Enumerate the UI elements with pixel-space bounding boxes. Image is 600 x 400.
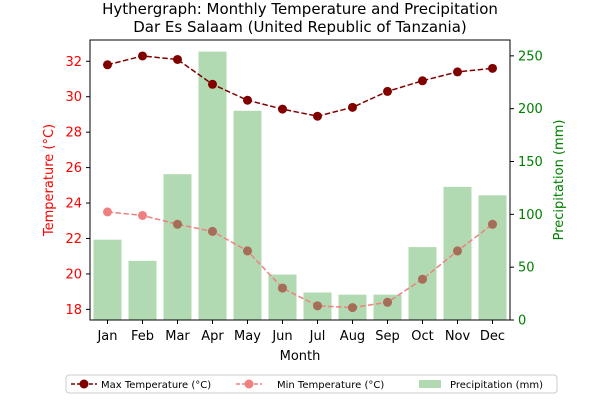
legend-swatch-min-marker: [244, 379, 254, 389]
left-y-tick-label-22: 22: [65, 232, 82, 247]
x-tick-label-jan: Jan: [96, 329, 117, 344]
min-temperature-series: [103, 207, 497, 313]
precipitation-bar-may: [233, 110, 262, 320]
precipitation-bar-dec: [478, 195, 507, 320]
left-y-tick-label-30: 30: [65, 90, 82, 105]
max-temperature-point-aug: [348, 102, 357, 112]
x-tick-label-mar: Mar: [165, 329, 190, 344]
left-y-axis: 18 20 22 24 26 28 30 32: [65, 55, 90, 318]
max-temperature-point-jan: [103, 60, 112, 70]
min-temperature-marker-overlap-jun: [278, 283, 287, 293]
min-temperature-point-jan: [103, 207, 112, 217]
precipitation-bar-feb: [128, 260, 157, 320]
left-y-tick-label-32: 32: [65, 55, 82, 70]
right-y-tick-label-250: 250: [518, 49, 543, 64]
plot-frame: [89, 39, 511, 321]
max-temperature-point-feb: [138, 51, 147, 61]
x-tick-label-aug: Aug: [340, 329, 365, 344]
right-y-tick-label-200: 200: [518, 102, 543, 117]
min-temperature-marker-overlap-may: [243, 246, 252, 256]
x-tick-label-apr: Apr: [201, 329, 224, 344]
right-y-axis: 0 50 100 150 200 250: [510, 49, 543, 329]
max-temperature-point-may: [243, 95, 252, 105]
precipitation-bar-jun: [268, 274, 297, 320]
max-temperature-point-jun: [278, 104, 287, 114]
x-tick-label-feb: Feb: [131, 329, 154, 344]
x-tick-label-may: May: [234, 329, 261, 344]
x-tick-label-jun: Jun: [271, 329, 292, 344]
legend-item-precipitation: Precipitation (mm): [419, 380, 543, 391]
max-temperature-point-sep: [383, 86, 392, 96]
max-temperature-point-dec: [488, 63, 497, 73]
x-tick-label-nov: Nov: [445, 329, 471, 344]
min-temperature-marker-overlap-aug: [348, 303, 357, 313]
legend-label-max: Max Temperature (°C): [101, 380, 211, 391]
chart-subtitle: Dar Es Salaam (United Republic of Tanzan…: [133, 18, 467, 36]
max-temperature-point-jul: [313, 111, 322, 121]
min-temperature-marker-overlap-dec: [488, 219, 497, 229]
min-temperature-marker-overlap-apr: [208, 226, 217, 236]
min-temperature-marker-overlap-sep: [383, 297, 392, 307]
x-tick-label-jul: Jul: [309, 329, 326, 344]
legend-label-min: Min Temperature (°C): [277, 380, 384, 391]
legend-label-precipitation: Precipitation (mm): [450, 380, 543, 391]
x-axis-label: Month: [280, 349, 321, 364]
min-temperature-point-feb: [138, 210, 147, 220]
max-temperature-line: [107, 55, 493, 117]
legend-swatch-precipitation: [419, 380, 441, 388]
left-y-tick-label-20: 20: [65, 267, 82, 282]
min-temperature-line: [107, 211, 493, 309]
max-temperature-point-nov: [453, 67, 462, 77]
legend-item-max-temperature: Max Temperature (°C): [71, 379, 211, 391]
x-axis: Jan Feb Mar Apr May Jun Jul Aug Sep Oct Nov Dec: [96, 320, 505, 344]
x-tick-label-sep: Sep: [375, 329, 400, 344]
right-y-tick-label-150: 150: [518, 155, 543, 170]
precipitation-bar-mar: [163, 174, 192, 320]
right-y-axis-label: Precipitation (mm): [552, 120, 567, 241]
left-y-tick-label-28: 28: [65, 126, 82, 141]
left-y-axis-label: Temperature (°C): [42, 124, 57, 237]
min-temperature-marker-overlap-mar: [173, 219, 182, 229]
max-temperature-point-apr: [208, 79, 217, 89]
precipitation-bar-jan: [93, 239, 122, 320]
precipitation-bars: [93, 51, 507, 321]
left-y-tick-label-24: 24: [65, 197, 82, 212]
legend-item-min-temperature: Min Temperature (°C): [236, 379, 384, 391]
min-temperature-marker-overlap-nov: [453, 246, 462, 256]
precipitation-bar-apr: [198, 51, 227, 321]
right-y-tick-label-0: 0: [518, 314, 526, 329]
x-tick-label-oct: Oct: [411, 329, 433, 344]
max-temperature-point-oct: [418, 76, 427, 86]
min-temperature-marker-overlap-oct: [418, 274, 427, 284]
chart-title: Hythergraph: Monthly Temperature and Pre…: [102, 0, 498, 18]
min-temperature-marker-overlap-jul: [313, 301, 322, 311]
legend: Max Temperature (°C) Min Temperature (°C…: [65, 374, 558, 394]
right-y-tick-label-50: 50: [518, 261, 535, 276]
legend-frame: [65, 374, 558, 394]
max-temperature-point-mar: [173, 54, 182, 64]
left-y-tick-label-26: 26: [65, 161, 82, 176]
max-temperature-series: [103, 51, 497, 121]
left-y-tick-label-18: 18: [65, 303, 82, 318]
right-y-tick-label-100: 100: [518, 208, 543, 223]
x-tick-label-dec: Dec: [480, 329, 505, 344]
legend-swatch-max-marker: [79, 379, 89, 389]
